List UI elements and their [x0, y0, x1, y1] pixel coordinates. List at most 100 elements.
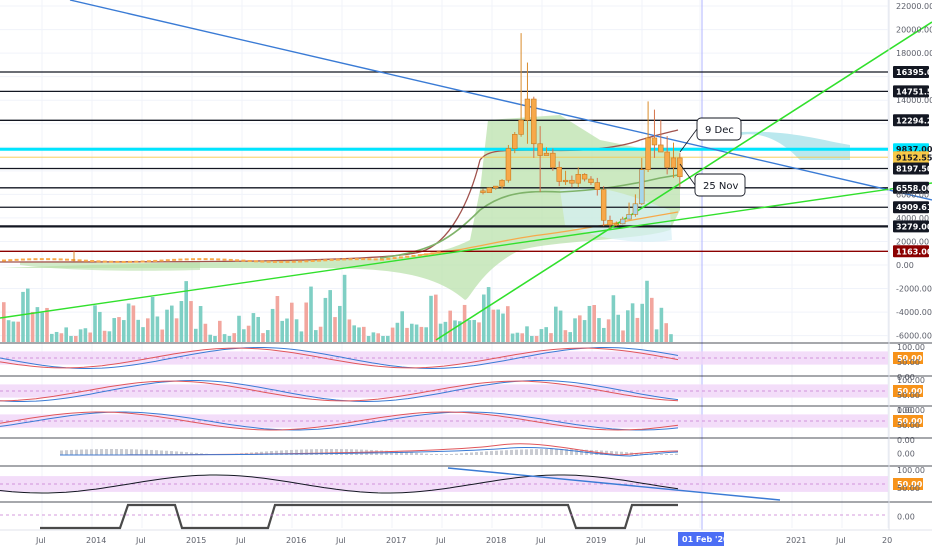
ma-line-red — [0, 129, 679, 263]
macd-bar — [285, 450, 288, 455]
pane-axis-label: 100.00 — [897, 343, 925, 352]
volume-bar — [107, 331, 112, 342]
candle-body — [209, 258, 214, 261]
macd-bar — [655, 454, 658, 455]
candle-body — [405, 255, 410, 258]
candle-body — [178, 258, 183, 261]
macd-bar — [65, 450, 68, 455]
pane-axis-label: 50.00 — [897, 421, 920, 430]
volume-bar — [309, 286, 313, 342]
volume-bar — [21, 291, 25, 342]
price-tag-label: 12294.25 — [896, 116, 932, 125]
volume-bar — [174, 318, 179, 342]
candle-body — [14, 258, 19, 261]
horizontal-levels[interactable] — [0, 71, 888, 252]
candle-body — [569, 179, 575, 184]
macd-bar — [165, 450, 168, 455]
signal-line — [40, 503, 678, 530]
volume-bar — [78, 329, 83, 342]
candle-body — [228, 258, 233, 261]
volume-bar — [539, 329, 544, 342]
candle-body — [367, 258, 372, 261]
volume-bar — [146, 318, 150, 342]
volume-bar — [150, 296, 155, 342]
candle-body — [260, 260, 265, 263]
macd-bar — [125, 449, 128, 455]
candle-body — [543, 152, 550, 156]
volume-bar — [438, 323, 443, 342]
macd-bar — [290, 449, 293, 455]
pane-axis-label: 0.00 — [897, 449, 915, 458]
macd-bar — [60, 450, 63, 455]
macd-bar — [450, 454, 453, 455]
volume-bar — [621, 330, 625, 342]
candle-body — [670, 157, 677, 168]
time-axis[interactable]: Jul 2014 Jul 2015 Jul 2016 Jul 2017 Jul 2018 Jul 20… — [0, 529, 932, 546]
candle-body — [430, 252, 435, 255]
candle-body — [222, 258, 227, 261]
candle-body — [645, 137, 651, 170]
volume-bar — [285, 318, 289, 342]
stoch-line-red — [0, 347, 679, 369]
macd-bar — [255, 452, 258, 455]
macd-bar — [100, 449, 103, 455]
volume-bar — [520, 333, 524, 342]
candle-body — [531, 98, 537, 145]
volume-bar — [261, 333, 265, 342]
macd-bar — [485, 451, 488, 455]
pane-axis-label: 50.00 — [897, 358, 920, 367]
callout-annotations[interactable]: 9 Dec 25 Nov — [679, 117, 746, 197]
volume-bar — [184, 281, 188, 342]
price-tag-label: 4909.61 — [896, 203, 932, 212]
rsi-line — [0, 474, 679, 494]
candle-body — [626, 214, 632, 220]
macd-bar — [85, 449, 88, 455]
candle-body — [581, 174, 588, 180]
volume-bar — [141, 327, 145, 342]
candle-body — [8, 259, 13, 262]
candle-body — [285, 260, 290, 263]
volume-bar — [11, 321, 16, 342]
volume-bar — [270, 308, 275, 342]
candles[interactable] — [2, 33, 683, 263]
volume-bar — [208, 334, 212, 342]
time-tick-label: 2017 — [386, 536, 406, 545]
volume-bar — [390, 327, 395, 342]
pane-axis-label: 0.00 — [897, 406, 915, 415]
volume-bar — [616, 314, 620, 342]
macd-bar — [435, 454, 438, 455]
volume-bar — [122, 320, 126, 342]
candle-body — [304, 260, 309, 263]
volume-bar — [669, 334, 673, 342]
volume-bar — [102, 330, 107, 342]
macd-bar — [495, 450, 498, 455]
time-tick-label: 2021 — [786, 536, 806, 545]
candle-body — [524, 98, 531, 121]
volume-bar — [510, 333, 515, 342]
price-tick-label: 6000.00 — [896, 190, 929, 199]
candle-body — [165, 259, 170, 262]
candle-body — [266, 260, 271, 263]
volume-bar — [74, 336, 78, 342]
macd-bar — [620, 451, 623, 455]
macd-bar — [130, 449, 133, 455]
pane-axis-label: 0.00 — [897, 436, 915, 445]
volume-bar — [424, 327, 428, 342]
macd-bar — [265, 451, 268, 455]
macd-bar — [120, 449, 123, 455]
macd-bar — [425, 453, 428, 455]
cloud-area-future — [740, 131, 850, 160]
volume-bar — [203, 323, 208, 342]
trend-lines[interactable] — [0, 0, 932, 341]
volume-bar — [587, 305, 592, 342]
candle-body — [46, 258, 51, 261]
stoch-line-blue — [0, 347, 679, 370]
macd-bar — [560, 449, 563, 455]
volume-bar — [112, 318, 116, 342]
volume-bar — [654, 329, 659, 342]
price-tag-label: 14751.50 — [896, 87, 932, 96]
volume-bar — [304, 302, 308, 342]
volume-bar — [165, 309, 169, 342]
